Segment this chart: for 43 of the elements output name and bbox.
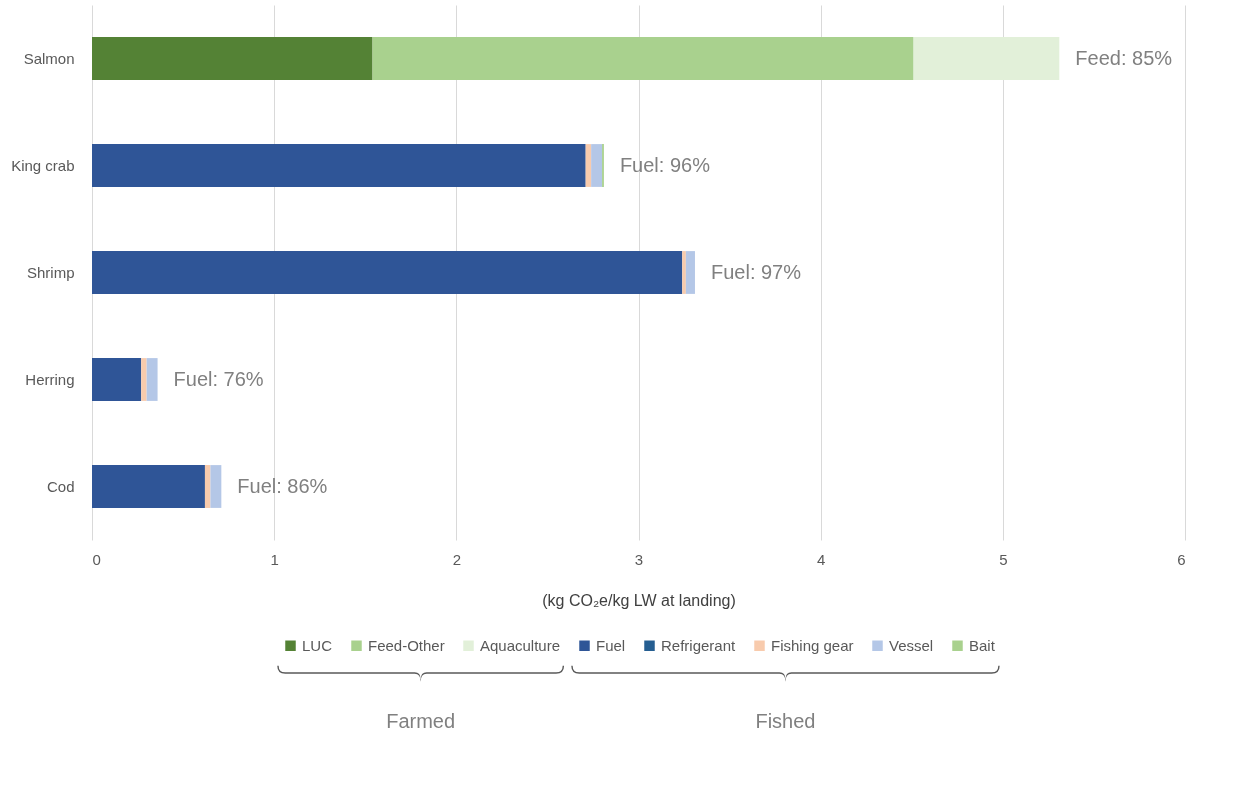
bar — [92, 251, 683, 294]
bar — [204, 465, 211, 508]
legend-label: Refrigerant — [661, 636, 737, 654]
x-tick-label: 0 — [92, 550, 101, 568]
bar — [682, 251, 686, 294]
bar — [913, 37, 1060, 80]
x-tick-label: 2 — [452, 550, 462, 568]
y-tick-label: King crab — [11, 156, 75, 174]
bar — [591, 144, 603, 187]
x-tick-label: 1 — [270, 550, 279, 568]
bar — [146, 358, 158, 401]
x-axis-title: (kg CO₂e/kg LW at landing) — [542, 591, 736, 609]
x-tick-label: 3 — [634, 550, 644, 568]
bar — [372, 37, 914, 80]
bar — [92, 465, 205, 508]
legend-label: Fishing gear — [771, 636, 854, 654]
x-tick-label: 5 — [999, 550, 1008, 568]
annotation: Fuel: 86% — [237, 474, 328, 497]
y-tick-label: Shrimp — [26, 263, 75, 281]
annotation: Fuel: 97% — [710, 260, 802, 283]
x-tick-label: 6 — [1177, 550, 1186, 568]
y-tick-label: Herring — [25, 370, 75, 388]
annotation: Fuel: 76% — [173, 367, 264, 390]
bar — [92, 37, 373, 80]
bar — [210, 465, 222, 508]
annotation: Fuel: 96% — [619, 153, 711, 176]
text: Farmed — [386, 709, 456, 733]
x-tick-label: 4 — [816, 550, 826, 568]
text: Fished — [755, 709, 816, 733]
bar — [585, 144, 592, 187]
y-tick-label: Cod — [46, 477, 75, 495]
bar — [92, 358, 142, 401]
legend-label: Bait — [969, 636, 996, 654]
bar — [685, 251, 695, 294]
legend-label: LUC — [302, 636, 333, 654]
bar — [141, 358, 147, 401]
y-tick-label: Salmon — [23, 49, 75, 67]
annotation: Feed: 85% — [1075, 46, 1173, 69]
legend-label: Vessel — [889, 636, 934, 654]
bar — [92, 144, 586, 187]
legend-label: Aquaculture — [480, 636, 561, 654]
legend-label: Fuel — [596, 636, 626, 654]
legend-label: Feed-Other — [368, 636, 445, 654]
